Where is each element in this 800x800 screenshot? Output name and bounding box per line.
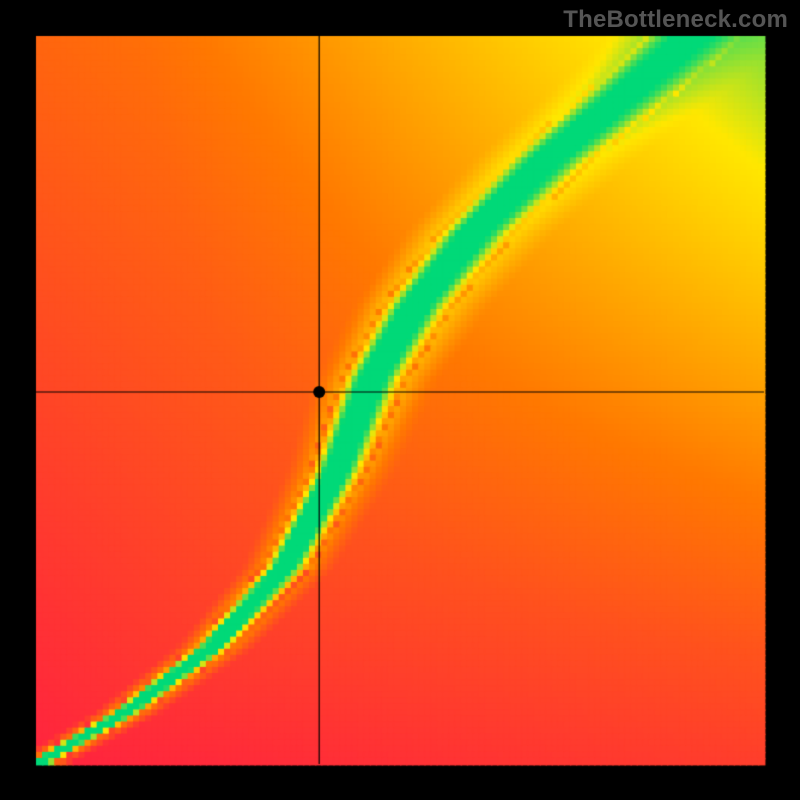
heatmap-canvas	[0, 0, 800, 800]
watermark-text: TheBottleneck.com	[563, 6, 788, 34]
chart-container: TheBottleneck.com	[0, 0, 800, 800]
